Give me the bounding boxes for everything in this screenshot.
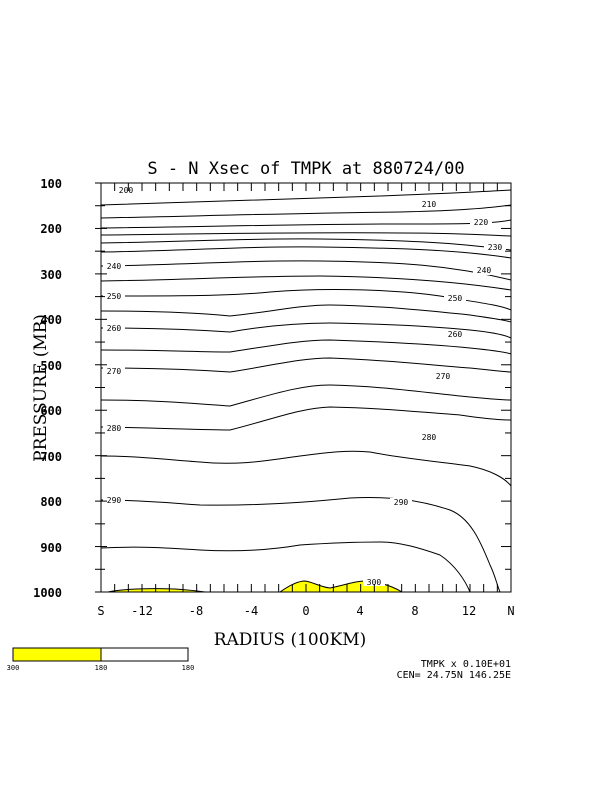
chart-title: S - N Xsec of TMPK at 880724/00: [147, 159, 464, 179]
contour-line: [100, 232, 512, 237]
svg-text:290: 290: [394, 498, 409, 507]
svg-text:260: 260: [448, 330, 463, 339]
x-tick-label: S: [97, 604, 104, 618]
contour-label: 250: [444, 294, 466, 303]
y-tick-label: 900: [40, 541, 62, 555]
contour-line: [100, 450, 512, 487]
svg-text:270: 270: [436, 372, 451, 381]
contour-line: [100, 322, 512, 339]
contour-label: 230: [484, 243, 506, 252]
y-tick-labels: 100 200 300 400 500 600 700 800 900 1000: [33, 177, 62, 600]
x-tick-label: 4: [356, 604, 363, 618]
contour-line: [100, 288, 512, 311]
x-tick-label: -8: [189, 604, 203, 618]
svg-text:200: 200: [119, 186, 134, 195]
contour-label: 280: [103, 424, 125, 433]
x-tick-label: -4: [244, 604, 258, 618]
y-tick-label: 100: [40, 177, 62, 191]
x-tick-marks: [100, 183, 512, 592]
contour-line: [100, 275, 512, 291]
x-axis-label: RADIUS (100KM): [214, 630, 367, 650]
colorbar-swatch-fill: [12, 647, 102, 662]
warm-fill-areas: [107, 580, 404, 593]
svg-text:270: 270: [107, 367, 122, 376]
svg-text:280: 280: [107, 424, 122, 433]
contour-line: [100, 384, 512, 407]
svg-text:250: 250: [448, 294, 463, 303]
colorbar-label: 180: [95, 664, 108, 672]
warm-fill-area: [107, 588, 206, 593]
contour-label: 260: [103, 324, 125, 333]
contour-label: 220: [470, 218, 492, 227]
contour-line: [100, 246, 512, 259]
contour-label: 290: [390, 498, 412, 507]
contour-line: [100, 357, 512, 373]
y-tick-label: 500: [40, 359, 62, 373]
contour-label: 280: [418, 433, 440, 442]
x-tick-label: 0: [302, 604, 309, 618]
svg-text:290: 290: [107, 496, 122, 505]
svg-text:230: 230: [488, 243, 503, 252]
contour-line: [100, 406, 512, 431]
contour-label: 260: [444, 330, 466, 339]
x-tick-labels: S -12 -8 -4 0 4 8 12 N: [97, 604, 514, 618]
contour-labels: 200 210 220 230 240 240 250 250 260 260 …: [103, 186, 506, 507]
colorbar-label: 180: [182, 664, 195, 672]
svg-text:240: 240: [107, 262, 122, 271]
contour-line: [100, 204, 512, 219]
x-tick-label: N: [507, 604, 514, 618]
y-tick-label: 300: [40, 268, 62, 282]
x-tick-label: 12: [462, 604, 476, 618]
x-tick-label: 8: [411, 604, 418, 618]
svg-text:300: 300: [367, 578, 382, 587]
contour-line: [100, 339, 512, 355]
colorbar: 300 180 180: [7, 647, 195, 672]
y-tick-label: 800: [40, 495, 62, 509]
contour-label: 270: [103, 367, 125, 376]
contour-line: [100, 541, 471, 593]
svg-text:260: 260: [107, 324, 122, 333]
contour-line: [100, 189, 512, 206]
contour-line: [100, 497, 501, 593]
svg-text:210: 210: [422, 200, 437, 209]
svg-text:280: 280: [422, 433, 437, 442]
contour-label: 210: [418, 200, 440, 209]
svg-text:250: 250: [107, 292, 122, 301]
contour-label: 240: [473, 266, 495, 275]
y-tick-label: 400: [40, 313, 62, 327]
contour-label: 240: [103, 262, 125, 271]
contour-lines: [100, 189, 512, 593]
contour-line: [100, 260, 512, 281]
y-axis-label: PRESSURE (MB): [31, 314, 51, 462]
colorbar-swatch-empty: [100, 647, 189, 662]
scale-factor-text: TMPK x 0.10E+01: [421, 659, 511, 670]
contour-label: 200: [115, 186, 137, 195]
y-tick-label: 200: [40, 222, 62, 236]
plot-frame: [100, 182, 512, 593]
center-coordinates-text: CEN= 24.75N 146.25E: [397, 670, 511, 681]
y-tick-label: 1000: [33, 586, 62, 600]
colorbar-label: 300: [7, 664, 20, 672]
contour-label: 270: [432, 372, 454, 381]
y-tick-label: 700: [40, 450, 62, 464]
contour-line: [100, 238, 512, 251]
svg-text:220: 220: [474, 218, 489, 227]
svg-text:240: 240: [477, 266, 492, 275]
contour-line: [100, 219, 512, 229]
contour-label: 300: [363, 577, 385, 587]
contour-line: [100, 304, 512, 323]
contour-label: 250: [103, 292, 125, 301]
x-tick-label: -12: [131, 604, 153, 618]
contour-label: 290: [103, 496, 125, 505]
y-tick-label: 600: [40, 404, 62, 418]
